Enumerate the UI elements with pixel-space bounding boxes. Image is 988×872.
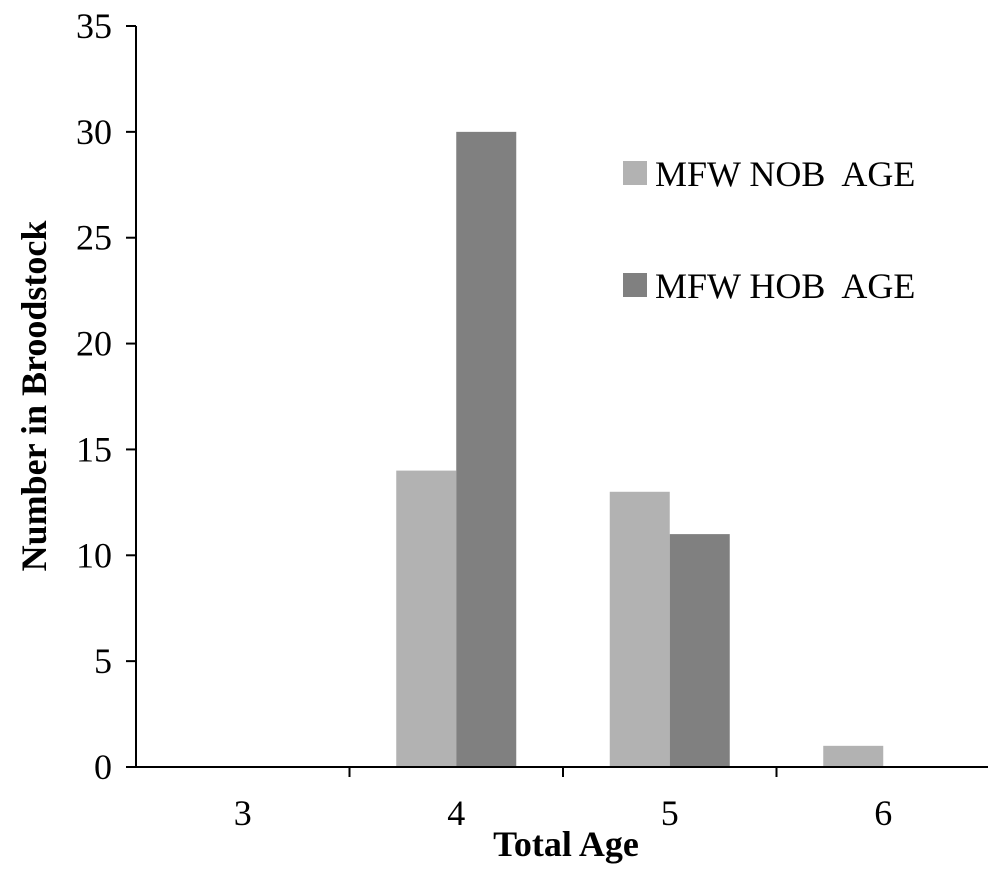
y-tick-label: 25 — [76, 218, 112, 258]
bar-nob-4 — [396, 470, 457, 767]
legend: MFW NOB AGE MFW HOB AGE — [623, 154, 915, 306]
x-tick-label: 6 — [874, 793, 892, 833]
bar-hob-5 — [669, 534, 730, 767]
y-axis-ticks: 0 5 10 15 20 25 30 35 — [76, 6, 136, 787]
legend-item-nob: MFW NOB AGE — [623, 154, 915, 194]
y-tick-label: 35 — [76, 6, 112, 46]
y-tick-label: 0 — [94, 747, 112, 787]
y-tick-label: 15 — [76, 429, 112, 469]
y-tick-label: 10 — [76, 535, 112, 575]
legend-item-hob: MFW HOB AGE — [623, 266, 915, 306]
y-tick-label: 30 — [76, 112, 112, 152]
legend-swatch-hob — [623, 273, 647, 297]
legend-label-nob: MFW NOB AGE — [655, 154, 915, 194]
legend-swatch-nob — [623, 161, 647, 185]
y-tick-label: 5 — [94, 641, 112, 681]
bar-nob-5 — [609, 491, 670, 767]
y-axis-title: Number in Broodstock — [14, 221, 54, 572]
legend-label-hob: MFW HOB AGE — [655, 266, 915, 306]
bars — [396, 131, 884, 767]
x-tick-label: 5 — [661, 793, 679, 833]
bar-hob-4 — [456, 131, 517, 767]
axes — [126, 26, 988, 768]
x-tick-label: 3 — [234, 793, 252, 833]
x-axis-title: Total Age — [493, 824, 639, 864]
x-axis-ticks: 3 4 5 6 — [234, 767, 892, 833]
bar-nob-6 — [823, 745, 884, 767]
y-tick-label: 20 — [76, 324, 112, 364]
x-tick-label: 4 — [447, 793, 465, 833]
